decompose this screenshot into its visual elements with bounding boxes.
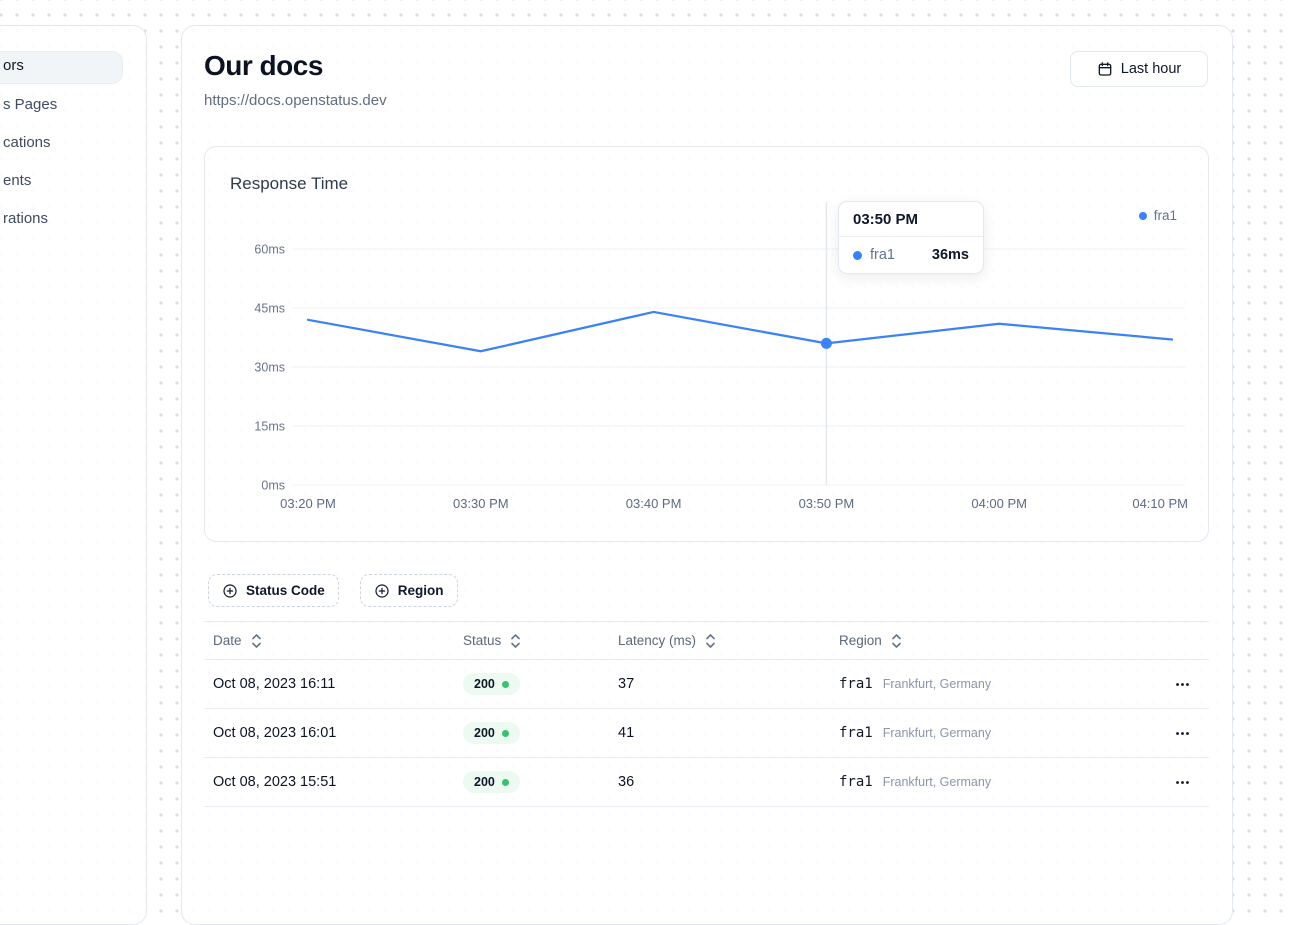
filter-label: Region — [397, 583, 444, 598]
svg-text:03:40 PM: 03:40 PM — [626, 496, 682, 511]
table-row: Oct 08, 2023 16:11 200 37 fra1 Frankfurt… — [204, 660, 1209, 709]
cell-date: Oct 08, 2023 16:01 — [213, 725, 337, 741]
status-code: 200 — [474, 775, 495, 789]
column-label: Status — [463, 633, 502, 648]
svg-text:45ms: 45ms — [254, 302, 285, 316]
svg-text:03:30 PM: 03:30 PM — [453, 496, 509, 511]
status-ok-dot — [501, 778, 509, 786]
region-code: fra1 — [839, 676, 873, 692]
sidebar-item-monitors[interactable]: ors — [3, 57, 24, 74]
sidebar-item-status-pages[interactable]: s Pages — [3, 96, 58, 113]
svg-text:60ms: 60ms — [254, 243, 285, 257]
sort-icon — [705, 632, 716, 650]
region-name: Frankfurt, Germany — [882, 726, 992, 740]
filter-bar: Status Code Region — [208, 574, 458, 607]
region-code: fra1 — [839, 725, 873, 741]
tooltip-series-dot — [853, 250, 862, 260]
chart-legend: fra1 — [1138, 208, 1177, 223]
table-row: Oct 08, 2023 16:01 200 41 fra1 Frankfurt… — [204, 709, 1209, 758]
cell-region: fra1 Frankfurt, Germany — [839, 774, 1169, 790]
column-header-latency[interactable]: Latency (ms) — [618, 632, 839, 650]
plus-circle-icon — [374, 583, 390, 599]
monitor-url: https://docs.openstatus.dev — [204, 92, 387, 109]
tooltip-series-value: 36ms — [931, 247, 969, 263]
status-badge: 200 — [463, 771, 520, 793]
sidebar-item-notifications[interactable]: cations — [3, 134, 51, 151]
svg-text:30ms: 30ms — [254, 361, 285, 375]
cell-date: Oct 08, 2023 15:51 — [213, 774, 337, 790]
legend-label: fra1 — [1153, 208, 1177, 223]
main-panel: Our docs https://docs.openstatus.dev Las… — [181, 25, 1233, 925]
svg-text:0ms: 0ms — [261, 479, 285, 493]
status-badge: 200 — [463, 722, 520, 744]
legend-dot — [1138, 211, 1147, 220]
column-header-status[interactable]: Status — [463, 632, 618, 650]
ellipsis-icon — [1174, 725, 1191, 742]
tooltip-time: 03:50 PM — [839, 202, 983, 237]
sidebar-item-incidents[interactable]: ents — [3, 172, 32, 189]
sort-icon — [510, 632, 521, 650]
calendar-icon — [1097, 61, 1113, 77]
page-title: Our docs — [204, 50, 323, 81]
region-name: Frankfurt, Germany — [882, 775, 992, 789]
svg-text:03:20 PM: 03:20 PM — [280, 496, 336, 511]
row-actions-button[interactable] — [1170, 674, 1195, 695]
filter-label: Status Code — [246, 583, 325, 598]
cell-latency: 37 — [618, 676, 635, 692]
status-ok-dot — [501, 729, 509, 737]
time-range-button[interactable]: Last hour — [1070, 51, 1208, 87]
row-actions-button[interactable] — [1170, 723, 1195, 744]
svg-text:15ms: 15ms — [254, 420, 285, 434]
status-code: 200 — [474, 726, 495, 740]
sort-icon — [891, 632, 902, 650]
status-code: 200 — [474, 677, 495, 691]
table-row: Oct 08, 2023 15:51 200 36 fra1 Frankfurt… — [204, 758, 1209, 807]
time-range-label: Last hour — [1120, 61, 1182, 77]
svg-text:04:10 PM: 04:10 PM — [1132, 496, 1188, 511]
status-ok-dot — [501, 680, 509, 688]
column-label: Latency (ms) — [618, 633, 697, 648]
region-name: Frankfurt, Germany — [882, 677, 992, 691]
chart-title: Response Time — [230, 174, 349, 193]
status-badge: 200 — [463, 673, 520, 695]
results-table: Date Status Latency (ms) Region Oct 08, … — [204, 621, 1209, 807]
column-label: Date — [213, 633, 242, 648]
filter-region-button[interactable]: Region — [359, 574, 458, 607]
sort-icon — [251, 632, 262, 650]
ellipsis-icon — [1174, 676, 1191, 693]
response-time-card: Response Time fra1 0ms 15ms 30ms 45ms 60ms 03… — [204, 146, 1209, 542]
sidebar-active-pill — [0, 51, 123, 84]
cell-region: fra1 Frankfurt, Germany — [839, 725, 1169, 741]
column-label: Region — [839, 633, 882, 648]
sidebar-item-integrations[interactable]: rations — [3, 210, 49, 227]
svg-text:04:00 PM: 04:00 PM — [971, 496, 1027, 511]
filter-status-code-button[interactable]: Status Code — [208, 574, 339, 607]
cell-latency: 41 — [618, 725, 635, 741]
region-code: fra1 — [839, 774, 873, 790]
table-header-row: Date Status Latency (ms) Region — [204, 621, 1209, 660]
sidebar: ors s Pages cations ents rations — [0, 25, 147, 925]
column-header-date[interactable]: Date — [213, 632, 463, 650]
chart-plot[interactable]: 0ms 15ms 30ms 45ms 60ms 03:20 PM 03:30 PM 03:40… — [205, 147, 1210, 541]
cell-date: Oct 08, 2023 16:11 — [213, 676, 336, 692]
plus-circle-icon — [222, 583, 238, 599]
chart-tooltip: 03:50 PM fra1 36ms — [838, 201, 984, 274]
cell-latency: 36 — [618, 774, 635, 790]
column-header-region[interactable]: Region — [839, 632, 1169, 650]
ellipsis-icon — [1174, 774, 1191, 791]
tooltip-series-name: fra1 — [870, 247, 895, 263]
svg-text:03:50 PM: 03:50 PM — [799, 496, 855, 511]
cell-region: fra1 Frankfurt, Germany — [839, 676, 1169, 692]
row-actions-button[interactable] — [1170, 772, 1195, 793]
